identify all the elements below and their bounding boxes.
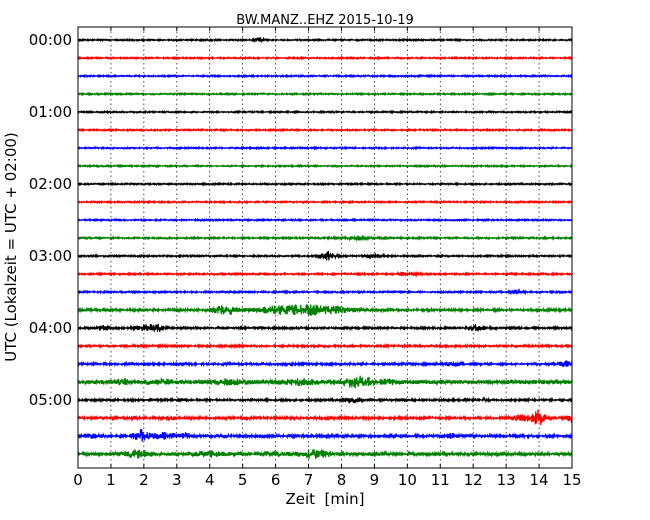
trace-0100 <box>77 109 573 115</box>
trace-0415 <box>77 342 573 350</box>
trace-0130 <box>77 145 573 151</box>
plot-frame <box>77 26 573 469</box>
y-tick-label: 05:00 <box>29 391 72 409</box>
y-tick-label: 04:00 <box>29 319 72 337</box>
trace-0045 <box>77 91 573 97</box>
x-tick-label: 1 <box>106 471 116 489</box>
trace-0300 <box>77 250 573 261</box>
trace-0445 <box>77 375 573 389</box>
y-tick-label: 03:00 <box>29 247 72 265</box>
trace-0515 <box>77 409 573 426</box>
y-axis-label: UTC (Lokalzeit = UTC + 02:00) <box>2 132 20 362</box>
x-tick-label: 3 <box>172 471 182 489</box>
x-ticks: 0 1 2 3 4 5 6 7 8 9 10 11 12 13 14 15 <box>73 27 582 489</box>
x-tick-label: 9 <box>370 471 380 489</box>
x-tick-label: 10 <box>398 471 417 489</box>
trace-0400 <box>77 323 573 332</box>
trace-0530 <box>77 429 573 442</box>
trace-0500 <box>77 396 573 404</box>
x-tick-label: 11 <box>431 471 450 489</box>
trace-0000 <box>77 36 573 44</box>
trace-0215 <box>77 199 573 205</box>
x-tick-label: 13 <box>497 471 516 489</box>
y-tick-label: 01:00 <box>29 103 72 121</box>
x-tick-label: 5 <box>238 471 248 489</box>
y-tick-label: 02:00 <box>29 175 72 193</box>
trace-0230 <box>77 217 573 223</box>
trace-0545 <box>77 449 573 459</box>
trace-0430 <box>77 360 573 368</box>
trace-0315 <box>77 270 573 278</box>
trace-0015 <box>77 55 573 61</box>
trace-0145 <box>77 163 573 169</box>
trace-0030 <box>77 73 573 79</box>
x-tick-label: 2 <box>139 471 149 489</box>
x-tick-label: 12 <box>464 471 483 489</box>
x-tick-label: 6 <box>271 471 281 489</box>
trace-0245 <box>77 234 573 243</box>
x-tick-label: 0 <box>73 471 83 489</box>
trace-0115 <box>77 127 573 133</box>
trace-0200 <box>77 181 573 187</box>
x-tick-label: 15 <box>562 471 581 489</box>
chart-title: BW.MANZ..EHZ 2015-10-19 <box>236 13 414 28</box>
x-tick-label: 8 <box>337 471 347 489</box>
trace-0330 <box>77 288 573 296</box>
y-tick-label: 00:00 <box>29 31 72 49</box>
x-tick-label: 4 <box>205 471 215 489</box>
y-ticks: 00:00 01:00 02:00 03:00 04:00 05:00 <box>29 31 572 409</box>
x-tick-label: 7 <box>304 471 314 489</box>
grid <box>110 27 540 468</box>
x-tick-label: 14 <box>530 471 549 489</box>
trace-0345 <box>77 304 573 316</box>
x-axis-label: Zeit [min] <box>285 490 364 508</box>
traces <box>77 36 573 459</box>
